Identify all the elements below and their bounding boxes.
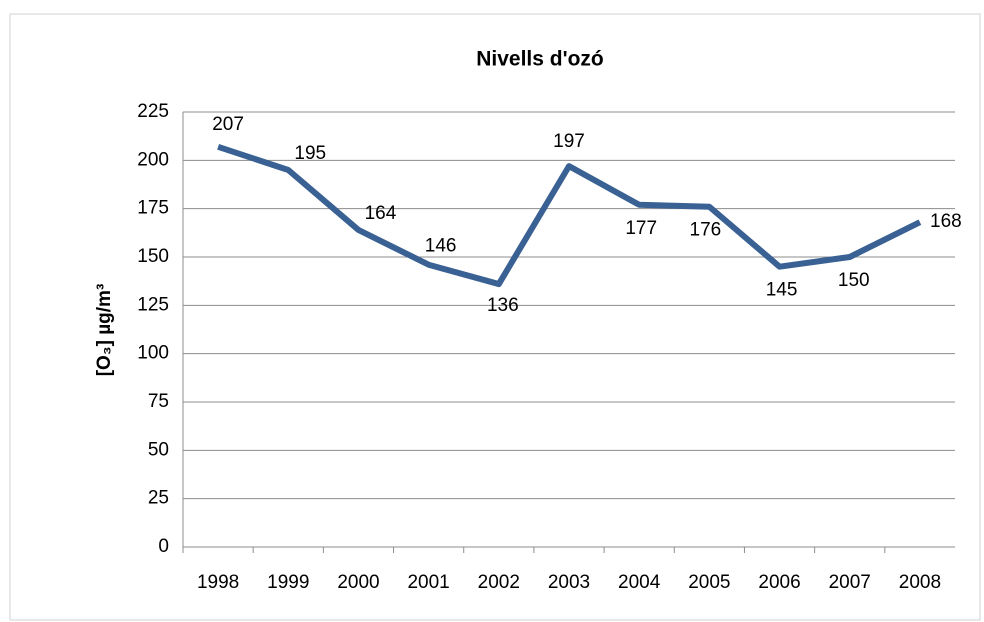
y-tick-label: 150: [137, 246, 169, 267]
x-tick-label: 1998: [197, 572, 239, 593]
data-label: 197: [553, 131, 585, 152]
data-label: 136: [487, 295, 519, 316]
data-label: 177: [625, 218, 657, 239]
data-label: 145: [766, 280, 798, 301]
data-line: [217, 143, 922, 288]
data-label: 195: [294, 143, 326, 164]
y-tick-label: 125: [137, 294, 169, 315]
data-label: 146: [425, 236, 457, 257]
x-tick-label: 2004: [618, 572, 661, 593]
y-tick-label: 100: [137, 343, 169, 364]
data-label: 176: [690, 220, 722, 241]
data-label: 168: [930, 211, 962, 232]
x-tick-label: 1999: [267, 572, 309, 593]
y-tick-label: 200: [137, 149, 169, 170]
y-axis-label: [O₃] µg/m³: [94, 284, 115, 377]
y-tick-label: 50: [148, 439, 169, 460]
x-tick-label: 2008: [899, 572, 941, 593]
x-tick-label: 2001: [407, 572, 449, 593]
x-tick-label: 2002: [478, 572, 520, 593]
y-tick-label: 225: [137, 101, 169, 122]
y-tick-label: 25: [148, 488, 169, 509]
chart-frame: [9, 13, 981, 621]
chart-title: Nivells d'ozó: [476, 48, 604, 71]
y-tick-label: 175: [137, 198, 169, 219]
x-tick-label: 2006: [758, 572, 800, 593]
data-label: 207: [212, 114, 244, 135]
x-tick-label: 2005: [688, 572, 730, 593]
y-tick-label: 75: [148, 391, 169, 412]
y-tick-label: 0: [158, 536, 169, 557]
data-label: 164: [365, 203, 397, 224]
x-tick-label: 2000: [337, 572, 379, 593]
x-tick-label: 2007: [829, 572, 871, 593]
data-label: 150: [838, 270, 870, 291]
x-tick-label: 2003: [548, 572, 590, 593]
